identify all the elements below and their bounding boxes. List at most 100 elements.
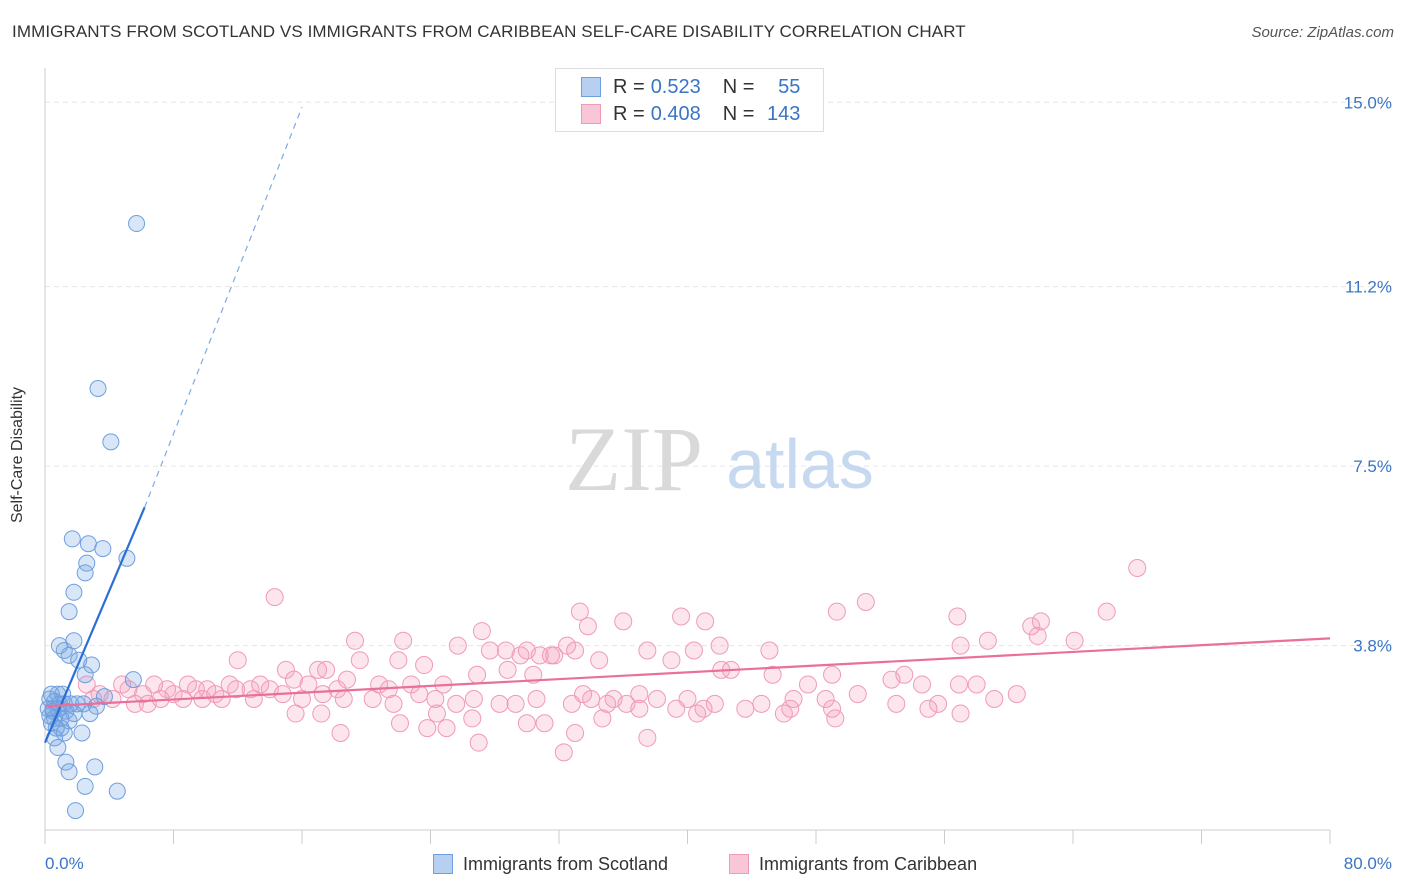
- caribbean-point: [524, 665, 543, 684]
- caribbean-point: [448, 636, 467, 655]
- grid-lines: [45, 101, 1392, 647]
- caribbean-point: [464, 690, 483, 709]
- source-label: Source: ZipAtlas.com: [1251, 24, 1394, 41]
- caribbean-point: [895, 665, 914, 684]
- scotland-point: [76, 777, 94, 795]
- scotland-point: [86, 758, 104, 776]
- caribbean-point: [848, 685, 867, 704]
- caribbean-point: [317, 660, 336, 679]
- scotland-point: [60, 646, 78, 664]
- caribbean-point: [667, 699, 686, 718]
- tick-labels: 3.8% 7.5% 11.2% 15.0% 0.0% 80.0%: [45, 93, 1392, 873]
- caribbean-point: [919, 699, 938, 718]
- caribbean-point: [227, 680, 246, 699]
- caribbean-point: [496, 641, 515, 660]
- caribbean-point: [684, 641, 703, 660]
- axes: [44, 68, 1331, 844]
- caribbean-swatch: [729, 854, 749, 874]
- scotland-point: [76, 666, 94, 684]
- scotland-point: [81, 705, 99, 723]
- r-value: 0.408: [650, 102, 701, 125]
- scotland-point: [60, 603, 78, 621]
- caribbean-point: [468, 665, 487, 684]
- trend-lines: [43, 106, 1331, 744]
- scotland-point: [94, 540, 112, 558]
- scotland-point: [73, 724, 91, 742]
- scotland-point: [124, 671, 142, 689]
- caribbean-point: [334, 690, 353, 709]
- scotland-trend-extension: [144, 106, 303, 508]
- caribbean-point: [763, 665, 782, 684]
- caribbean-point: [113, 675, 132, 694]
- caribbean-point: [313, 685, 332, 704]
- caribbean-point: [1028, 626, 1047, 645]
- watermark-zip: ZIP: [565, 408, 703, 510]
- caribbean-point: [312, 704, 331, 723]
- scotland-point: [55, 724, 73, 742]
- caribbean-point: [346, 631, 365, 650]
- caribbean-point: [672, 607, 691, 626]
- n-value: 55: [778, 75, 801, 98]
- scotland-point: [60, 763, 78, 781]
- caribbean-point: [967, 675, 986, 694]
- caribbean-point: [951, 636, 970, 655]
- scotland-point: [65, 583, 83, 601]
- caribbean-point: [951, 704, 970, 723]
- caribbean-point: [705, 694, 724, 713]
- caribbean-point: [331, 723, 350, 742]
- caribbean-point: [498, 660, 517, 679]
- caribbean-point: [490, 694, 509, 713]
- scotland-point: [67, 802, 85, 820]
- caribbean-point: [823, 699, 842, 718]
- scotland-points: [39, 215, 146, 820]
- caribbean-point: [517, 714, 536, 733]
- caribbean-point: [1128, 559, 1147, 578]
- caribbean-point: [566, 723, 585, 742]
- caribbean-point: [390, 714, 409, 733]
- caribbean-point: [472, 622, 491, 641]
- watermark-atlas: atlas: [726, 425, 874, 503]
- caribbean-point: [228, 651, 247, 670]
- caribbean-point: [816, 690, 835, 709]
- scotland-point: [76, 564, 94, 582]
- scotland-point: [79, 535, 97, 553]
- caribbean-point: [590, 651, 609, 670]
- caribbean-point: [1007, 685, 1026, 704]
- caribbean-point: [662, 651, 681, 670]
- caribbean-point: [415, 656, 434, 675]
- watermark: ZIP atlas: [565, 408, 874, 510]
- caribbean-point: [784, 690, 803, 709]
- caribbean-point: [574, 685, 593, 704]
- caribbean-point: [710, 636, 729, 655]
- caribbean-point: [598, 694, 617, 713]
- caribbean-swatch: [581, 104, 601, 124]
- caribbean-point: [638, 641, 657, 660]
- caribbean-point: [760, 641, 779, 660]
- caribbean-point: [469, 733, 488, 752]
- caribbean-point: [418, 719, 437, 738]
- scotland-legend-label: Immigrants from Scotland: [463, 853, 669, 874]
- caribbean-point: [827, 602, 846, 621]
- bottom-legend-scotland: Immigrants from Scotland: [433, 852, 668, 876]
- n-value: 143: [767, 102, 801, 125]
- caribbean-point: [948, 607, 967, 626]
- caribbean-points: [77, 559, 1147, 762]
- caribbean-point: [350, 651, 369, 670]
- caribbean-point: [426, 690, 445, 709]
- caribbean-point: [1097, 602, 1116, 621]
- caribbean-point: [363, 690, 382, 709]
- caribbean-point: [241, 680, 260, 699]
- scotland-point: [49, 739, 67, 757]
- scotland-point: [108, 782, 126, 800]
- caribbean-point: [437, 719, 456, 738]
- caribbean-point: [913, 675, 932, 694]
- y-axis-label: Self-Care Disability: [9, 386, 26, 524]
- caribbean-point: [949, 675, 968, 694]
- scotland-swatch: [433, 854, 453, 874]
- caribbean-point: [447, 694, 466, 713]
- caribbean-point: [463, 709, 482, 728]
- scotland-point: [57, 753, 75, 771]
- caribbean-point: [630, 699, 649, 718]
- x-tick-label: 0.0%: [45, 854, 84, 873]
